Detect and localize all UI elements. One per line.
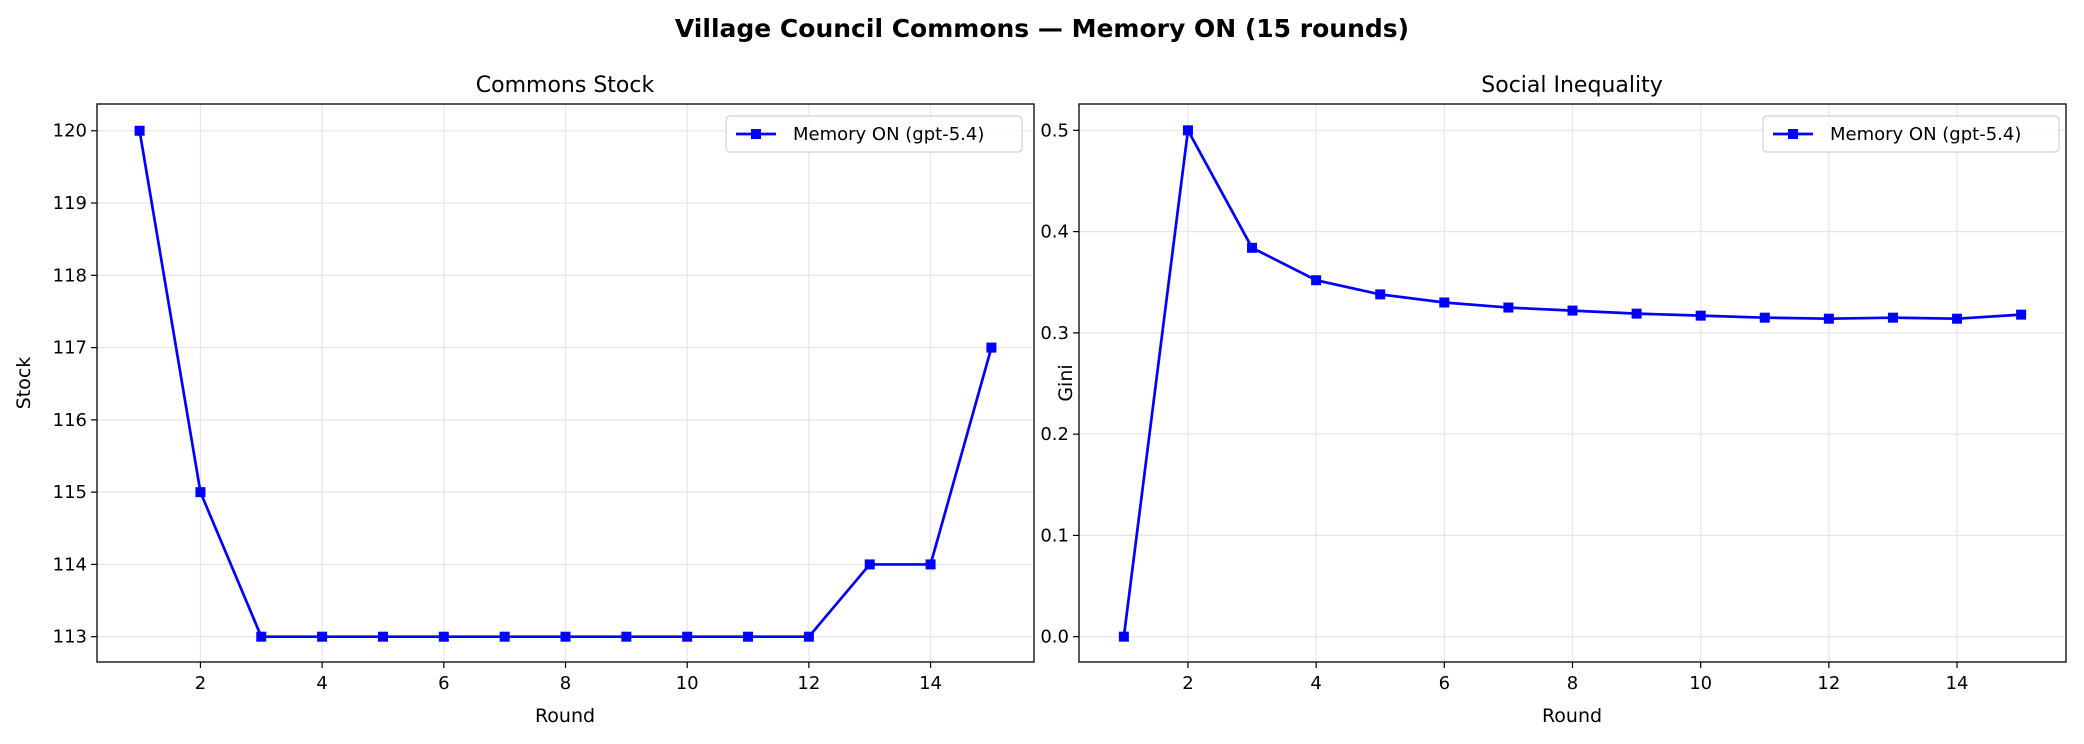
grid: [1079, 104, 2066, 662]
legend-marker-swatch: [751, 129, 761, 139]
x-tick-label: 14: [1946, 673, 1969, 694]
data-point: [621, 631, 632, 642]
y-tick-label: 115: [53, 482, 87, 503]
data-point: [1118, 631, 1129, 642]
x-tick-label: 6: [438, 673, 449, 694]
y-tick-label: 114: [53, 554, 87, 575]
data-point: [1503, 302, 1514, 313]
x-tick-label: 6: [1439, 673, 1450, 694]
x-tick-label: 14: [919, 673, 942, 694]
data-point: [1887, 312, 1898, 323]
chart-title: Commons Stock: [476, 73, 655, 98]
social-inequality-chart: Social Inequality Round Gini 2 4 6 8 10 12 14 0…: [1040, 73, 2067, 727]
x-tick-label: 10: [1689, 673, 1712, 694]
axes-frame: [1078, 103, 2067, 663]
data-point: [803, 631, 814, 642]
x-tick-label: 2: [195, 673, 206, 694]
y-tick-label: 117: [53, 338, 87, 359]
data-point: [864, 559, 875, 570]
x-tick-label: 2: [1182, 673, 1193, 694]
data-point: [1759, 312, 1770, 323]
legend-label: Memory ON (gpt-5.4): [1830, 124, 2021, 145]
data-point: [1631, 308, 1642, 319]
x-axis-label: Round: [1542, 705, 1602, 727]
y-axis-label: Stock: [13, 357, 35, 410]
x-tick-label: 8: [560, 673, 571, 694]
y-tick-label: 0.5: [1040, 120, 1069, 141]
y-tick-label: 119: [53, 193, 87, 214]
y-tick-label: 116: [53, 410, 87, 431]
x-tick-label: 8: [1567, 673, 1578, 694]
chart-title: Social Inequality: [1481, 73, 1662, 98]
data-point: [1247, 242, 1258, 253]
data-point: [1375, 289, 1386, 300]
data-point: [560, 631, 571, 642]
y-tick-label: 0.4: [1040, 222, 1069, 243]
y-tick-label: 0.2: [1040, 424, 1069, 445]
data-point: [195, 487, 206, 498]
y-tick-label: 0.1: [1040, 525, 1069, 546]
legend-marker-swatch: [1788, 129, 1798, 139]
data-point: [1311, 275, 1322, 286]
data-point: [134, 125, 145, 136]
y-tick-label: 118: [53, 265, 87, 286]
x-tick-label: 12: [797, 673, 820, 694]
commons-stock-chart: Commons Stock Round Stock 2 4 6 8 10 12 14 113 1…: [13, 73, 1035, 727]
data-point: [682, 631, 693, 642]
x-axis-label: Round: [535, 705, 595, 727]
y-tick-label: 113: [53, 627, 87, 648]
y-tick-label: 120: [53, 121, 87, 142]
data-point: [2016, 309, 2027, 320]
data-point: [1567, 305, 1578, 316]
figure-suptitle: Village Council Commons — Memory ON (15 …: [675, 14, 1409, 43]
data-point: [438, 631, 449, 642]
y-tick-label: 0.3: [1040, 323, 1069, 344]
data-point: [1439, 297, 1450, 308]
x-tick-label: 12: [1817, 673, 1840, 694]
data-point: [925, 559, 936, 570]
data-point: [1952, 313, 1963, 324]
axes-frame: [96, 103, 1035, 663]
data-point: [377, 631, 388, 642]
data-point: [986, 342, 997, 353]
x-tick-label: 4: [316, 673, 327, 694]
x-tick-label: 4: [1310, 673, 1321, 694]
data-point: [1182, 125, 1193, 136]
grid: [97, 104, 1034, 662]
y-tick-label: 0.0: [1040, 627, 1069, 648]
data-point: [256, 631, 267, 642]
legend-box: [1762, 115, 2060, 153]
data-point: [1695, 310, 1706, 321]
y-axis-label: Gini: [1055, 364, 1077, 401]
data-point: [317, 631, 328, 642]
data-point: [1823, 313, 1834, 324]
data-point: [499, 631, 510, 642]
x-tick-label: 10: [676, 673, 699, 694]
legend-label: Memory ON (gpt-5.4): [793, 124, 984, 145]
data-point: [743, 631, 754, 642]
legend-box: [725, 115, 1023, 153]
